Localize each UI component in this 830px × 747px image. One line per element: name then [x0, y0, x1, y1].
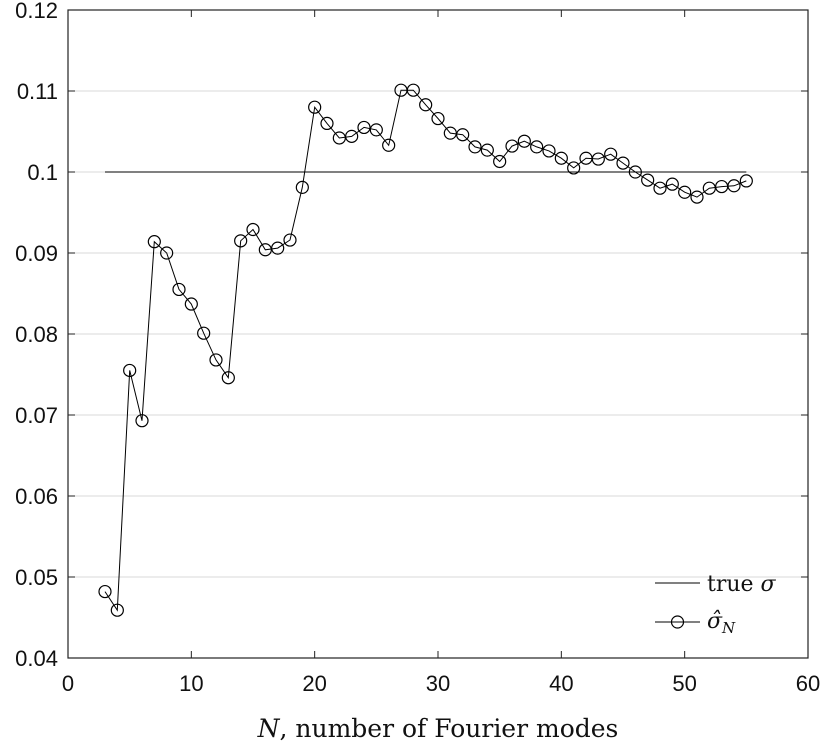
sigma-hat-point — [530, 140, 544, 154]
sigma-hat-point — [345, 129, 359, 143]
y-axis: 0.04 0.05 0.06 0.07 0.08 0.09 0.1 0.11 0.12 — [15, 0, 808, 671]
sigma-hat-point — [197, 326, 211, 340]
sigma-hat-point — [357, 120, 371, 135]
sigma-hat-point — [690, 190, 704, 204]
x-tick-label: 50 — [672, 671, 696, 696]
sigma-hat-point — [160, 246, 174, 260]
sigma-hat-point — [505, 139, 519, 153]
x-tick-label: 30 — [426, 671, 450, 696]
x-tick-label: 0 — [62, 671, 74, 696]
sigma-hat-point — [456, 128, 470, 142]
sigma-hat-point — [308, 100, 322, 114]
x-tick-label: 40 — [549, 671, 573, 696]
y-tick-label: 0.07 — [15, 403, 58, 428]
sigma-hat-point — [320, 116, 334, 131]
sigma-hat-point — [209, 353, 223, 367]
x-axis-title: N, number of Fourier modes — [257, 714, 619, 743]
x-axis-title-text: , number of Fourier modes — [279, 714, 618, 743]
sigma-hat-point — [221, 371, 235, 385]
y-tick-label: 0.11 — [17, 79, 58, 104]
y-tick-label: 0.12 — [15, 0, 58, 23]
sigma-hat-point — [123, 363, 137, 378]
x-tick-label: 60 — [796, 671, 820, 696]
sigma-hat-point — [653, 181, 667, 195]
sigma-hat-point — [271, 241, 285, 255]
sigma-hat-point — [616, 156, 630, 170]
sigma-hat-point — [604, 147, 618, 161]
sigma-hat-point — [591, 152, 605, 166]
sigma-hat-point — [234, 234, 248, 248]
legend-true-sigma-symbol: σ — [761, 572, 777, 597]
sigma-hat-point — [739, 174, 753, 188]
sigma-hat-point — [172, 282, 186, 297]
x-tick-label: 10 — [179, 671, 203, 696]
y-tick-label: 0.04 — [15, 646, 58, 671]
sigma-hat-point — [641, 173, 655, 187]
sigma-hat-point — [431, 111, 445, 126]
sigma-hat-point — [493, 154, 507, 169]
legend-sigma-hat-subscript: N — [721, 619, 736, 637]
sigma-hat-point — [110, 603, 124, 617]
sigma-hat-point — [135, 414, 149, 428]
sigma-hat-point — [382, 138, 396, 152]
x-tick-label: 20 — [302, 671, 326, 696]
legend-true-sigma-label: true σ — [707, 572, 777, 597]
sigma-hat-layer — [98, 83, 753, 617]
x-axis: 0 10 20 30 40 50 60 — [62, 10, 820, 696]
legend: true σ σ̂N — [655, 572, 777, 637]
y-tick-label: 0.08 — [15, 322, 58, 347]
sigma-hat-point — [184, 297, 198, 311]
sigma-hat-point — [727, 179, 741, 193]
sigma-hat-point — [628, 165, 642, 179]
legend-sigma-hat-symbol: σ̂ — [707, 609, 723, 634]
legend-sigma-hat-marker — [670, 615, 685, 629]
y-tick-label: 0.1 — [27, 160, 58, 185]
y-tick-label: 0.06 — [15, 484, 58, 509]
legend-true-sigma-word: true — [707, 572, 761, 597]
sigma-hat-point — [542, 144, 556, 158]
sigma-hat-point — [419, 98, 433, 112]
sigma-hat-point — [295, 180, 309, 194]
sigma-hat-point — [406, 83, 420, 97]
y-tick-label: 0.09 — [15, 241, 58, 266]
grid-layer — [68, 90, 808, 578]
x-axis-title-symbol: N — [257, 714, 281, 743]
sigma-hat-point — [665, 177, 679, 191]
sigma-hat-point — [369, 123, 383, 137]
sigma-hat-point — [480, 143, 494, 157]
sigma-hat-point — [147, 235, 161, 249]
sigma-hat-point — [283, 233, 297, 247]
sigma-hat-line — [104, 89, 747, 612]
sigma-hat-point — [678, 185, 692, 199]
legend-sigma-hat-label: σ̂N — [707, 609, 736, 637]
sigma-hat-point — [246, 222, 260, 237]
sigma-hat-point — [98, 584, 112, 599]
sigma-hat-point — [468, 140, 482, 154]
sigma-hat-point — [554, 151, 568, 165]
y-tick-label: 0.05 — [15, 565, 58, 590]
sigma-hat-point — [567, 161, 581, 175]
sigma-hat-point — [517, 134, 531, 148]
